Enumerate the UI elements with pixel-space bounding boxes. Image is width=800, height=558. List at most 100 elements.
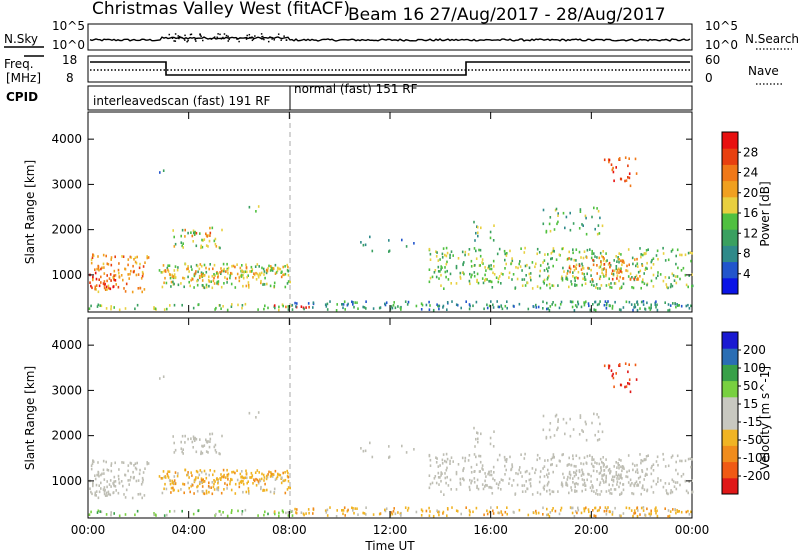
power-cell [610, 286, 613, 289]
velocity-cell [220, 473, 222, 476]
power-cell [602, 256, 604, 259]
power-cell [552, 247, 555, 250]
power-cell [268, 264, 270, 268]
velocity-cell [254, 471, 257, 474]
velocity-cell [482, 468, 484, 471]
velocity-cell [616, 466, 618, 469]
noise-search-dot [178, 35, 181, 38]
velocity-cell [473, 453, 476, 456]
velocity-cell [455, 470, 458, 474]
power-cell [492, 271, 494, 275]
velocity-cell [357, 513, 359, 516]
velocity-cell [371, 455, 374, 459]
velocity-cell [512, 479, 515, 482]
velocity-cell [640, 459, 642, 462]
velocity-cell [598, 508, 600, 512]
velocity-cell [231, 470, 233, 474]
velocity-cell [92, 459, 94, 462]
power-cell [480, 226, 482, 230]
velocity-cell [577, 482, 579, 486]
velocity-cell [92, 483, 94, 486]
power-cell [95, 284, 98, 287]
power-cell [642, 303, 645, 306]
velocity-cell [616, 474, 619, 478]
velocity-cell [581, 429, 583, 432]
velocity-cell [239, 480, 242, 484]
velocity-cell [579, 414, 582, 417]
velocity-cell [650, 466, 653, 470]
noise-search-dot [236, 38, 238, 40]
velocity-cell [435, 481, 438, 485]
velocity-cell [548, 514, 551, 518]
power-cell [245, 266, 248, 269]
power-cell [629, 277, 632, 281]
power-cell [385, 301, 388, 304]
velocity-cell [542, 506, 544, 510]
velocity-cell [551, 490, 554, 493]
power-cell [193, 231, 195, 235]
power-cell [96, 305, 99, 308]
power-cell [211, 275, 214, 278]
velocity-cell [441, 472, 443, 475]
power-cell [335, 309, 338, 312]
power-cell [284, 272, 287, 276]
power-cell [521, 278, 524, 281]
power-cell [516, 277, 519, 281]
power-cell [632, 286, 635, 290]
velocity-cell [211, 481, 214, 484]
velocity-cell [520, 453, 522, 456]
velocity-cell [240, 479, 243, 483]
power-cell [468, 303, 471, 306]
velocity-cell [444, 459, 446, 463]
velocity-cell [543, 465, 546, 468]
power-cell [674, 275, 677, 278]
power-cell [287, 308, 290, 311]
velocity-cell [552, 490, 555, 494]
velocity-cell [176, 474, 179, 478]
power-cell [363, 306, 366, 309]
velocity-cell [609, 471, 611, 475]
velocity-cell [114, 485, 117, 488]
noise-search-dot [283, 35, 285, 37]
power-cell [469, 304, 471, 308]
power-cell [482, 262, 484, 265]
power-cell [347, 302, 349, 306]
power-cell [566, 276, 568, 280]
power-cell [262, 283, 264, 286]
power-cell [438, 277, 440, 280]
velocity-cell [273, 490, 276, 494]
velocity-cell [199, 469, 202, 472]
power-cell [555, 207, 558, 211]
power-cell [196, 283, 199, 287]
velocity-cell [441, 458, 444, 462]
power-cell [357, 307, 359, 310]
velocity-cell [569, 473, 572, 477]
power-cell [236, 263, 238, 266]
velocity-cell [113, 475, 116, 479]
power-cell [255, 210, 257, 213]
velocity-cell [576, 511, 578, 515]
power-cell [200, 271, 203, 274]
power-cell [266, 282, 268, 286]
power-cell [257, 275, 260, 279]
power-cell [166, 307, 168, 311]
power-cell [199, 263, 202, 266]
velocity-cell [580, 462, 582, 465]
velocity-colorbar-frame [721, 331, 739, 495]
velocity-cell [226, 473, 229, 477]
velocity-cell [110, 469, 113, 473]
power-cell [108, 286, 110, 290]
velocity-cell [140, 483, 143, 486]
velocity-cell [594, 514, 597, 518]
velocity-cell [162, 375, 165, 378]
velocity-cell [220, 491, 223, 495]
velocity-cell [205, 491, 208, 495]
velocity-cell [611, 513, 614, 516]
power-cell [287, 280, 290, 283]
velocity-cell [474, 445, 476, 448]
velocity-cell [217, 481, 219, 485]
velocity-cell [219, 510, 221, 513]
power-cell [546, 307, 548, 311]
velocity-cell [591, 455, 593, 459]
power-cell [341, 303, 344, 306]
